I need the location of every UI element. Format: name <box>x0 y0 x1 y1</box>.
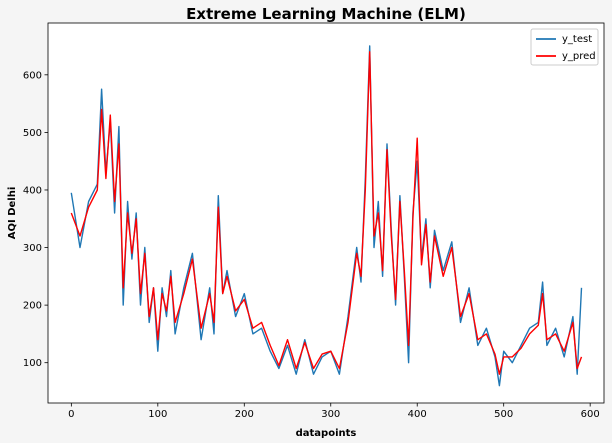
y-axis-label: AQI Delhi <box>7 187 18 240</box>
legend-label-y-test: y_test <box>562 34 592 45</box>
x-tick-label: 600 <box>581 409 600 420</box>
x-axis-label: datapoints <box>296 428 357 439</box>
legend-label-y-pred: y_pred <box>562 51 596 62</box>
plot-area <box>47 22 605 404</box>
y-tick-label: 200 <box>23 301 42 312</box>
y-tick-label: 100 <box>23 358 42 369</box>
series-layer <box>70 45 583 387</box>
y-tick-label: 500 <box>23 128 42 139</box>
y-tick-label: 300 <box>23 243 42 254</box>
x-tick-label: 200 <box>235 409 254 420</box>
y-tick-label: 400 <box>23 185 42 196</box>
x-axis-ticks: 0 100 200 300 400 500 600 <box>68 403 600 420</box>
x-tick-label: 400 <box>408 409 427 420</box>
x-tick-label: 0 <box>68 409 74 420</box>
x-tick-label: 500 <box>494 409 513 420</box>
series-line-y-pred <box>70 51 583 375</box>
y-tick-label: 600 <box>23 70 42 81</box>
y-axis-ticks: 100 200 300 400 500 600 <box>23 70 48 369</box>
x-tick-label: 300 <box>321 409 340 420</box>
chart-title: Extreme Learning Machine (ELM) <box>186 5 466 23</box>
x-tick-label: 100 <box>148 409 167 420</box>
legend: y_test y_pred <box>530 28 599 66</box>
